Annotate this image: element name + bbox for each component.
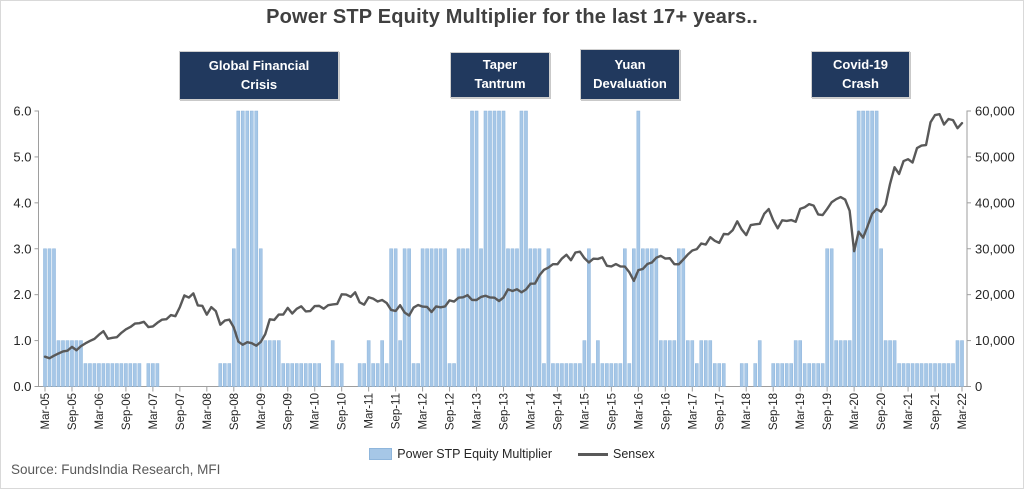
svg-text:Mar-21: Mar-21 (903, 393, 915, 429)
svg-text:Mar-13: Mar-13 (472, 393, 484, 429)
svg-text:Mar-08: Mar-08 (202, 393, 214, 429)
annotation-line: Taper (482, 57, 518, 73)
y-axis-left: 0.0 1.0 2.0 3.0 4.0 5.0 6.0 (13, 104, 39, 394)
svg-text:Mar-17: Mar-17 (687, 393, 699, 429)
svg-text:Sep-18: Sep-18 (768, 393, 780, 430)
svg-text:6.0: 6.0 (13, 104, 31, 119)
annotation-line: Global Financial (208, 57, 310, 73)
svg-text:Mar-12: Mar-12 (418, 393, 430, 429)
svg-text:50,000: 50,000 (975, 149, 1015, 164)
svg-text:Mar-20: Mar-20 (849, 393, 861, 429)
y-axis-right: 0 10,000 20,000 30,000 40,000 50,000 60,000 (967, 104, 1015, 394)
svg-text:Sep-20: Sep-20 (876, 393, 888, 430)
svg-text:30,000: 30,000 (975, 241, 1015, 256)
svg-text:Sep-15: Sep-15 (606, 393, 618, 430)
svg-text:Sep-06: Sep-06 (121, 393, 133, 430)
svg-text:Sep-08: Sep-08 (229, 393, 241, 430)
svg-text:Mar-14: Mar-14 (525, 392, 537, 429)
svg-text:Sep-16: Sep-16 (660, 393, 672, 430)
svg-text:Sep-10: Sep-10 (337, 393, 349, 430)
legend-item-sensex: Sensex (577, 447, 655, 461)
svg-text:0.0: 0.0 (13, 379, 31, 394)
multiplier-bars (43, 110, 964, 387)
annotation-yuan-devaluation: Yuan Devaluation (580, 49, 680, 100)
svg-text:Mar-19: Mar-19 (795, 393, 807, 429)
svg-text:10,000: 10,000 (975, 333, 1015, 348)
svg-text:1.0: 1.0 (13, 333, 31, 348)
svg-text:Sep-19: Sep-19 (822, 393, 834, 430)
chart-legend: Power STP Equity Multiplier Sensex (1, 447, 1023, 461)
source-note: Source: FundsIndia Research, MFI (11, 462, 221, 477)
x-axis: Mar-05 Sep-05 Mar-06 Sep-06 Mar-07 Sep-07 Mar-… (40, 387, 969, 430)
chart-title: Power STP Equity Multiplier for the last… (266, 6, 758, 28)
annotation-covid-crash: Covid-19 Crash (811, 51, 910, 98)
svg-text:Sep-21: Sep-21 (930, 393, 942, 430)
svg-text:Sep-07: Sep-07 (175, 393, 187, 430)
annotation-global-financial-crisis: Global Financial Crisis (179, 51, 339, 100)
svg-text:5.0: 5.0 (13, 149, 31, 164)
annotation-taper-tantrum: Taper Tantrum (450, 52, 550, 98)
svg-text:Sep-13: Sep-13 (499, 393, 511, 430)
svg-text:Mar-22: Mar-22 (957, 393, 969, 429)
svg-text:Mar-05: Mar-05 (40, 393, 52, 429)
sensex-line (43, 112, 964, 360)
svg-text:Sep-05: Sep-05 (67, 393, 79, 430)
annotation-line: Crash (842, 75, 879, 91)
annotation-line: Covid-19 (833, 56, 888, 72)
annotation-line: Yuan (614, 56, 646, 72)
svg-text:2.0: 2.0 (13, 287, 31, 302)
svg-text:20,000: 20,000 (975, 287, 1015, 302)
svg-text:Sep-17: Sep-17 (714, 393, 726, 430)
legend-label: Sensex (612, 447, 655, 461)
svg-text:Sep-09: Sep-09 (283, 393, 295, 430)
bar-swatch-icon (369, 448, 393, 460)
chart-plot: 0.0 1.0 2.0 3.0 4.0 5.0 6.0 0 10,000 20,000 30,000… (13, 104, 1015, 431)
svg-text:Mar-10: Mar-10 (310, 393, 322, 429)
svg-text:Sep-14: Sep-14 (552, 392, 564, 430)
annotation-line: Crisis (240, 76, 278, 92)
annotation-line: Tantrum (474, 76, 526, 91)
svg-text:4.0: 4.0 (13, 195, 31, 210)
svg-text:Mar-15: Mar-15 (579, 393, 591, 429)
svg-text:Mar-18: Mar-18 (741, 393, 753, 429)
legend-label: Power STP Equity Multiplier (397, 447, 552, 461)
svg-text:Mar-07: Mar-07 (148, 393, 160, 429)
svg-text:3.0: 3.0 (13, 241, 31, 256)
annotation-line: Devaluation (593, 75, 667, 91)
svg-text:Mar-16: Mar-16 (633, 393, 645, 429)
svg-text:Mar-11: Mar-11 (364, 393, 376, 429)
svg-text:Mar-09: Mar-09 (256, 393, 268, 429)
line-swatch-icon (577, 452, 608, 456)
svg-text:Sep-12: Sep-12 (445, 393, 457, 430)
svg-text:Mar-06: Mar-06 (94, 393, 106, 429)
svg-text:40,000: 40,000 (975, 195, 1015, 210)
legend-item-multiplier: Power STP Equity Multiplier (369, 447, 552, 461)
svg-text:0: 0 (975, 379, 982, 394)
svg-text:60,000: 60,000 (975, 104, 1015, 119)
svg-text:Sep-11: Sep-11 (391, 393, 403, 429)
